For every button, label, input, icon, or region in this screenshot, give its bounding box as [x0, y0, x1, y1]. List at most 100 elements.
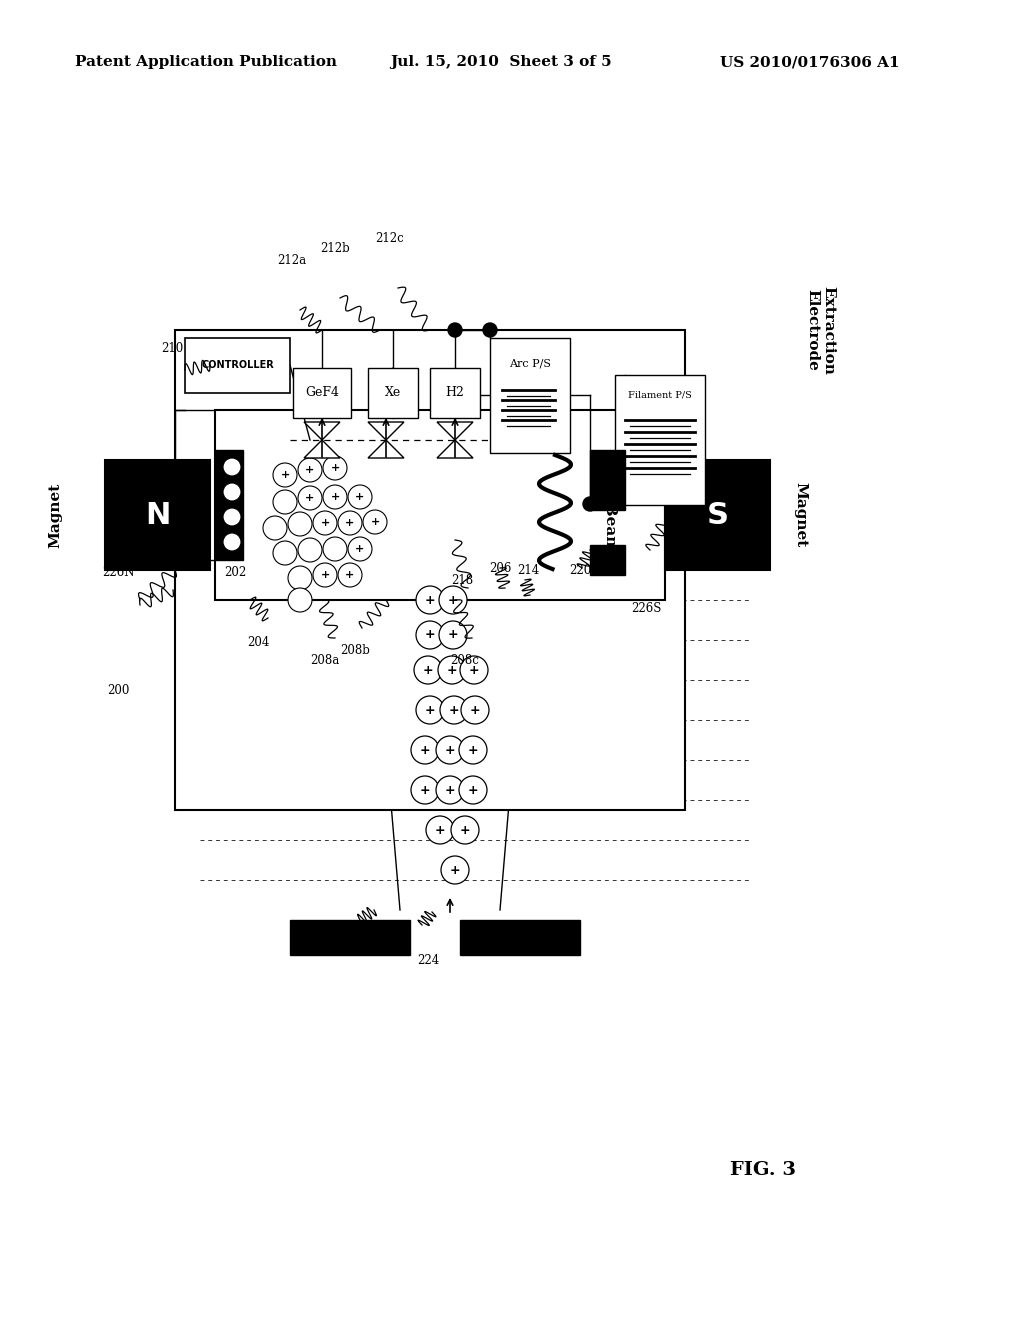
Text: +: +	[450, 863, 461, 876]
Circle shape	[449, 323, 462, 337]
Bar	[215, 450, 243, 560]
Text: US 2010/0176306 A1: US 2010/0176306 A1	[720, 55, 900, 69]
Circle shape	[459, 776, 487, 804]
Bar	[430, 368, 480, 418]
Circle shape	[416, 586, 444, 614]
Text: +: +	[447, 628, 459, 642]
Text: 204: 204	[247, 635, 269, 648]
Text: FIG. 3: FIG. 3	[730, 1162, 796, 1179]
Circle shape	[460, 656, 488, 684]
Text: +: +	[469, 664, 479, 676]
Circle shape	[298, 539, 322, 562]
Text: 220: 220	[569, 564, 591, 577]
Circle shape	[451, 816, 479, 843]
Text: +: +	[470, 704, 480, 717]
Circle shape	[439, 586, 467, 614]
Text: 212c: 212c	[376, 231, 404, 244]
Text: +: +	[447, 594, 459, 606]
Text: +: +	[460, 824, 470, 837]
Text: +: +	[281, 470, 290, 480]
Text: +: +	[425, 594, 435, 606]
Bar	[105, 459, 210, 570]
Text: CONTROLLER: CONTROLLER	[201, 360, 273, 371]
Circle shape	[298, 486, 322, 510]
Bar	[293, 368, 351, 418]
Bar	[175, 330, 685, 810]
Text: Patent Application Publication: Patent Application Publication	[75, 55, 337, 69]
Circle shape	[436, 737, 464, 764]
Circle shape	[439, 620, 467, 649]
Text: GeF4: GeF4	[305, 387, 339, 400]
Text: 202: 202	[224, 565, 246, 578]
Polygon shape	[368, 440, 404, 458]
Polygon shape	[437, 440, 473, 458]
Text: +: +	[468, 784, 478, 796]
Circle shape	[313, 511, 337, 535]
Text: +: +	[305, 492, 314, 503]
Circle shape	[263, 516, 287, 540]
Circle shape	[323, 537, 347, 561]
Circle shape	[323, 455, 347, 480]
Text: +: +	[444, 784, 456, 796]
Text: Extraction
Electrode: Extraction Electrode	[805, 285, 836, 375]
Text: +: +	[321, 517, 330, 528]
Circle shape	[426, 816, 454, 843]
Bar	[460, 920, 580, 954]
Text: +: +	[355, 492, 365, 502]
Text: +: +	[449, 704, 460, 717]
Bar	[490, 338, 570, 453]
Text: 214: 214	[517, 564, 539, 577]
Circle shape	[440, 696, 468, 723]
Text: +: +	[425, 628, 435, 642]
Text: N: N	[144, 500, 170, 529]
Bar	[665, 459, 770, 570]
Text: 210: 210	[161, 342, 183, 355]
Text: 212a: 212a	[278, 253, 306, 267]
Text: +: +	[345, 517, 354, 528]
Circle shape	[288, 512, 312, 536]
Circle shape	[436, 776, 464, 804]
Text: +: +	[331, 492, 340, 502]
Circle shape	[438, 656, 466, 684]
Text: Arc P/S: Arc P/S	[509, 358, 551, 368]
Text: +: +	[305, 465, 314, 475]
Circle shape	[323, 484, 347, 510]
Text: +: +	[434, 824, 445, 837]
Text: 212b: 212b	[321, 242, 350, 255]
Text: 224: 224	[417, 953, 439, 966]
Circle shape	[416, 696, 444, 723]
Bar	[368, 368, 418, 418]
Polygon shape	[304, 422, 340, 440]
Circle shape	[273, 490, 297, 513]
Text: +: +	[468, 743, 478, 756]
Polygon shape	[368, 422, 404, 440]
Text: 206: 206	[488, 561, 511, 574]
Bar	[215, 411, 665, 601]
Text: 200: 200	[106, 684, 129, 697]
Circle shape	[338, 511, 362, 535]
Text: +: +	[371, 517, 380, 527]
Text: Xe: Xe	[385, 387, 401, 400]
Text: +: +	[444, 743, 456, 756]
Circle shape	[223, 483, 241, 502]
Text: +: +	[321, 570, 330, 579]
Circle shape	[411, 776, 439, 804]
Text: 208c: 208c	[451, 653, 479, 667]
Text: 208b: 208b	[340, 644, 370, 656]
Circle shape	[461, 696, 489, 723]
Circle shape	[338, 564, 362, 587]
Circle shape	[288, 566, 312, 590]
Circle shape	[223, 458, 241, 477]
Polygon shape	[437, 422, 473, 440]
Circle shape	[273, 541, 297, 565]
Text: +: +	[345, 570, 354, 579]
Circle shape	[348, 537, 372, 561]
Circle shape	[414, 656, 442, 684]
Text: Ion Beam: Ion Beam	[603, 469, 617, 552]
Text: 226S: 226S	[631, 602, 662, 615]
Polygon shape	[304, 440, 340, 458]
Text: +: +	[423, 664, 433, 676]
Circle shape	[441, 855, 469, 884]
Bar	[290, 920, 410, 954]
Text: 222: 222	[362, 944, 385, 957]
